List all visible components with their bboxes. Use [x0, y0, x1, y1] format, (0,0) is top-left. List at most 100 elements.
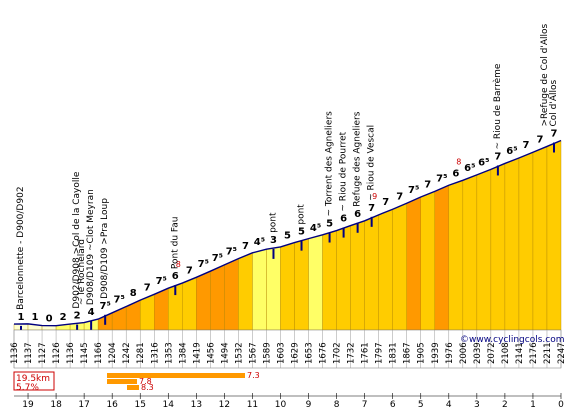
km-label: 8 [334, 400, 340, 410]
km-label: 17 [78, 400, 89, 410]
grade-label: 6 [340, 214, 347, 225]
grade-label: 7⁵ [198, 259, 209, 270]
altitude-label: 1353 [164, 342, 174, 364]
altitude-label: 1702 [333, 342, 343, 364]
profile-segment [196, 270, 211, 331]
grade-label: 7 [382, 197, 389, 208]
altitude-label: 1136 [66, 342, 76, 364]
profile-segment [448, 180, 464, 331]
altitude-label: 1905 [417, 342, 427, 364]
km-label: 12 [219, 400, 230, 410]
grade-label: 6 [452, 168, 459, 179]
profile-segment [294, 238, 309, 331]
altitude-label: 1761 [361, 342, 371, 364]
profile-segment [364, 214, 379, 331]
km-label: 7 [362, 400, 368, 410]
landmark-label: ~ le Rochelard [77, 239, 87, 305]
km-label: 15 [135, 400, 146, 410]
altitude-label: 1136 [10, 342, 20, 364]
grade-label: 7 [242, 241, 249, 252]
altitude-label: 2176 [529, 342, 539, 364]
km-label: 16 [106, 400, 118, 410]
altitude-label: 1532 [234, 342, 244, 364]
grade-label: 8 [130, 288, 137, 299]
altitude-label: 1939 [431, 342, 441, 364]
profile-segment [238, 252, 253, 331]
altitude-label: 1145 [80, 342, 90, 364]
altitude-label: 1384 [178, 342, 188, 364]
altitude-label: 1653 [305, 342, 315, 364]
landmark-label: pont [268, 212, 278, 233]
legend-box [13, 371, 55, 391]
grade-label: 1 [18, 312, 25, 323]
credit-text[interactable]: ©www.cyclingcols.com [460, 335, 564, 345]
profile-segment [434, 184, 449, 331]
grade-label: 7⁵ [436, 173, 447, 184]
grade-label: 7 [494, 151, 501, 162]
landmark-label: Refuge des Agneliers [353, 111, 363, 207]
legend-bar [107, 379, 137, 384]
km-label: 6 [390, 400, 396, 410]
legend-bar-value: 8.3 [141, 383, 154, 392]
landmark-label: Col d'Allos [549, 79, 559, 126]
altitude-label: 1867 [403, 342, 413, 364]
altitude-label: 1976 [445, 342, 455, 364]
profile-segment [392, 202, 407, 331]
km-label: 11 [247, 400, 258, 410]
grade-label: 7⁵ [99, 301, 110, 312]
altitude-label: 1797 [375, 342, 385, 364]
profile-segment [546, 140, 562, 331]
profile-segment [406, 196, 421, 331]
grade-label: 1 [32, 312, 39, 323]
landmark-label: ~ Riou de Pourret [339, 131, 349, 211]
profile-segment [518, 151, 534, 331]
altitude-band [13, 329, 562, 369]
profile-segment [224, 258, 239, 331]
km-label: 0 [558, 400, 564, 410]
profile-segment [308, 234, 323, 331]
landmark-label: >Refuge de Col d'Allos [540, 23, 550, 126]
km-label: 14 [163, 400, 175, 410]
profile-segment [322, 230, 337, 331]
altitude-label: 1204 [108, 342, 118, 364]
grade-label: 7 [522, 140, 529, 151]
profile-segment [476, 169, 492, 331]
landmark-label: Barcelonnette - D900/D902 [16, 186, 26, 309]
altitude-label: 1589 [262, 342, 272, 364]
landmark-label: D908/D109 ~Clot Meyran [86, 189, 96, 305]
grade-label: 6 [354, 209, 361, 220]
landmark-label: D902/D908 >Col de la Cayolle [72, 171, 82, 308]
km-label: 1 [530, 400, 536, 410]
grade-label: 2 [60, 312, 67, 323]
grade-label: 7 [144, 282, 151, 293]
altitude-label: 1567 [248, 342, 258, 364]
km-label: 19 [22, 400, 34, 410]
landmark-label: pont [297, 204, 307, 225]
altitude-label: 1494 [220, 342, 230, 364]
grade-label: 5 [284, 231, 291, 242]
profile-segment [532, 146, 548, 331]
altitude-label: 2211 [543, 342, 553, 364]
km-label: 10 [275, 400, 287, 410]
grade-label: 4⁵ [310, 223, 321, 234]
altitude-label: 1831 [389, 342, 399, 364]
grade-label: 4⁵ [254, 237, 265, 248]
legend-average-grade: 5.7% [16, 383, 39, 393]
grade-label: 5 [298, 227, 305, 238]
profile-segment [210, 264, 225, 331]
max-grade-labels: 8 9 8 [176, 157, 462, 269]
grade-label: 2 [74, 311, 81, 322]
landmark-label: ~ Riou de Vescal [367, 125, 377, 201]
profile-segment [182, 276, 197, 331]
grade-label: 7 [536, 134, 543, 145]
km-label: 18 [50, 400, 62, 410]
km-label: 9 [306, 400, 312, 410]
legend-bar-value: 7.3 [247, 371, 260, 380]
max-grade-label: 8 [456, 157, 461, 166]
profile-segment [490, 163, 506, 331]
profile-segment [336, 225, 351, 331]
grade-label: 7⁵ [114, 295, 125, 306]
